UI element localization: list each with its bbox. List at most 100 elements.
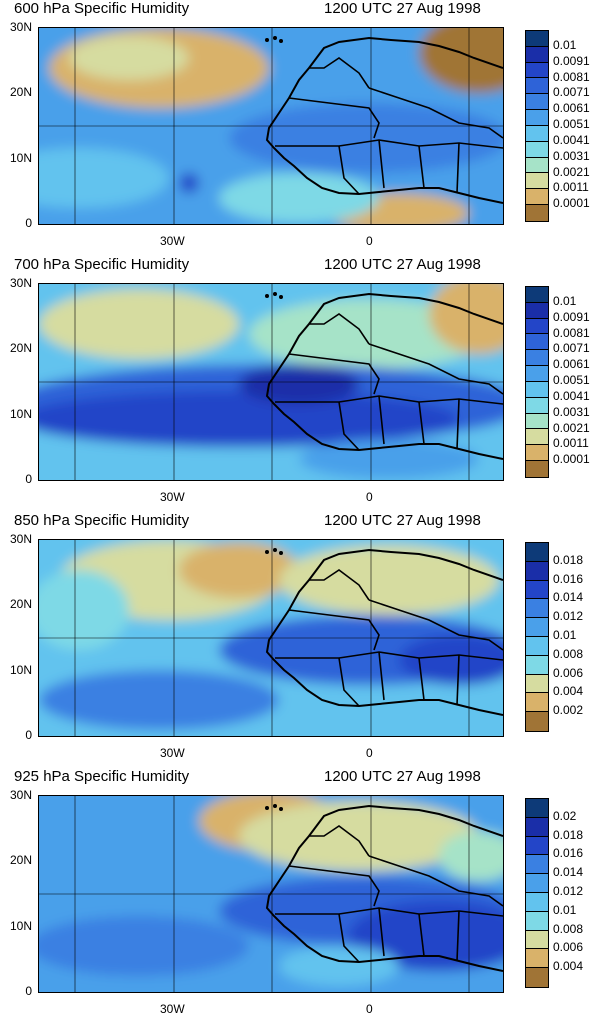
colorbar-swatch [526, 62, 548, 79]
latitude-label: 10N [9, 407, 32, 421]
panel-time: 1200 UTC 27 Aug 1998 [324, 512, 481, 529]
colorbar-swatch [526, 366, 548, 382]
colorbar-label: 0.01 [553, 37, 577, 52]
humidity-region [279, 946, 399, 986]
colorbar-swatch [526, 674, 548, 694]
panel-title: 700 hPa Specific Humidity [14, 256, 190, 273]
country-border [456, 654, 460, 706]
colorbar-label: 0.014 [553, 590, 584, 605]
country-border [418, 145, 425, 189]
humidity-region [349, 901, 503, 971]
country-border [288, 609, 380, 651]
longitude-label: 0 [366, 1002, 373, 1016]
colorbar-label: 0.006 [553, 665, 584, 680]
country-border [338, 657, 360, 707]
latitude-label: 0 [25, 728, 32, 742]
contour-field [39, 540, 503, 736]
colorbar-swatch [526, 173, 548, 190]
colorbar-label: 0.004 [553, 684, 584, 699]
map-panel: 850 hPa Specific Humidity 1200 UTC 27 Aug… [0, 512, 600, 767]
colorbar-label: 0.018 [553, 552, 584, 567]
contour-field [39, 796, 503, 992]
colorbar-swatch [526, 618, 548, 637]
colorbar-swatch [526, 350, 548, 367]
colorbar-swatch [526, 949, 548, 969]
longitude-label: 30W [160, 234, 185, 248]
colorbar-swatch [526, 599, 548, 619]
coastline [265, 804, 503, 972]
island [279, 295, 283, 299]
colorbar-swatch [526, 78, 548, 95]
colorbar-swatch [526, 429, 548, 446]
colorbar-swatch [526, 543, 548, 562]
humidity-region [69, 36, 189, 80]
humidity-map [38, 27, 504, 225]
country-border [338, 401, 360, 451]
latitude-label: 10N [9, 663, 32, 677]
country-border [309, 569, 370, 601]
colorbar-swatch [526, 397, 548, 414]
panel-title: 925 hPa Specific Humidity [14, 768, 190, 785]
colorbar-swatch [526, 874, 548, 893]
country-border [378, 139, 385, 189]
humidity-region [399, 635, 503, 685]
colorbar-label: 0.012 [553, 609, 584, 624]
colorbar-swatch [526, 636, 548, 656]
colorbar-swatch [526, 94, 548, 111]
colorbar-swatch [526, 561, 548, 581]
island [265, 38, 269, 42]
country-border [309, 825, 370, 857]
colorbar-label: 0.006 [553, 940, 584, 955]
colorbar-label: 0.0011 [553, 180, 589, 195]
humidity-region [419, 28, 503, 93]
colorbar-swatch [526, 302, 548, 319]
contour-field [39, 28, 503, 224]
colorbar-label: 0.0081 [553, 325, 590, 340]
humidity-region [239, 801, 479, 871]
country-border [368, 855, 503, 907]
colorbar-label: 0.0001 [553, 452, 590, 467]
latitude-label: 30N [9, 788, 32, 802]
colorbar-label: 0.0021 [553, 420, 590, 435]
country-border [338, 145, 360, 195]
colorbar-label: 0.01 [553, 293, 577, 308]
coastline [265, 36, 503, 204]
coastline [265, 292, 503, 460]
colorbar-swatch [526, 855, 548, 875]
colorbar-swatch [526, 892, 548, 912]
longitude-label: 0 [366, 234, 373, 248]
latitude-label: 0 [25, 216, 32, 230]
island [273, 804, 277, 808]
country-border [378, 907, 385, 957]
latitude-label: 20N [9, 341, 32, 355]
latitude-label: 20N [9, 85, 32, 99]
country-border [456, 910, 460, 962]
panel-time: 1200 UTC 27 Aug 1998 [324, 768, 481, 785]
humidity-region [39, 289, 239, 359]
colorbar-label: 0.016 [553, 571, 584, 586]
humidity-region [39, 916, 249, 976]
colorbar-swatch [526, 445, 548, 462]
longitude-label: 30W [160, 490, 185, 504]
latitude-label: 0 [25, 984, 32, 998]
humidity-region [39, 570, 129, 650]
coastline [265, 548, 503, 716]
island [273, 292, 277, 296]
country-border [456, 142, 460, 194]
humidity-region [39, 148, 169, 208]
colorbar-swatch [526, 930, 548, 950]
colorbar-swatch [526, 189, 548, 206]
colorbar-label: 0.0041 [553, 388, 590, 403]
colorbar-swatch [526, 799, 548, 818]
humidity-region [249, 299, 489, 369]
humidity-region [279, 545, 499, 615]
latitude-label: 30N [9, 20, 32, 34]
longitude-label: 0 [366, 746, 373, 760]
colorbar-label: 0.008 [553, 921, 584, 936]
colorbar-label: 0.018 [553, 827, 584, 842]
country-border [368, 87, 503, 139]
island [265, 550, 269, 554]
colorbar-swatch [526, 911, 548, 931]
latitude-label: 20N [9, 597, 32, 611]
colorbar-label: 0.01 [553, 628, 577, 642]
